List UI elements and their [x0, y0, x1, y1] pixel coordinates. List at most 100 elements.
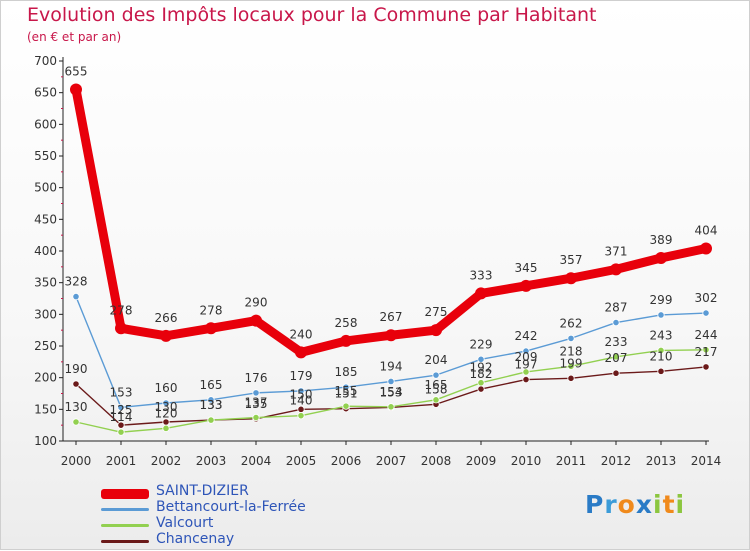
data-label: 204 [425, 353, 448, 367]
data-point [70, 83, 82, 96]
data-point [522, 347, 530, 355]
data-point [340, 334, 352, 347]
logo-letter: P [585, 490, 605, 519]
data-label: 194 [380, 359, 403, 373]
data-label: 137 [245, 396, 268, 410]
legend-swatch [101, 508, 149, 511]
data-label: 244 [695, 328, 718, 342]
y-tick-label: 250 [34, 339, 57, 353]
y-tick-label: 650 [34, 86, 57, 100]
x-tick-label: 2002 [151, 454, 182, 468]
x-tick-label: 2003 [196, 454, 227, 468]
x-tick-label: 2014 [691, 454, 722, 468]
y-tick-label: 200 [34, 371, 57, 385]
data-point [252, 389, 260, 397]
y-tick-label: 100 [34, 434, 57, 448]
x-tick-label: 2007 [376, 454, 407, 468]
legend-label: Chancenay [156, 531, 235, 547]
x-tick-label: 2001 [106, 454, 137, 468]
data-label: 158 [425, 382, 448, 396]
data-label: 160 [155, 381, 178, 395]
data-label: 155 [335, 384, 358, 398]
data-label: 165 [200, 378, 223, 392]
data-label: 262 [560, 316, 583, 330]
x-tick-label: 2009 [466, 454, 497, 468]
data-label: 290 [245, 296, 268, 310]
data-label: 210 [650, 349, 673, 363]
data-label: 655 [65, 65, 88, 79]
data-point [162, 424, 170, 432]
chart-title: Evolution des Impôts locaux pour la Comm… [27, 4, 597, 26]
data-label: 240 [290, 327, 313, 341]
data-point [522, 368, 530, 376]
data-point [700, 242, 712, 255]
data-point [160, 329, 172, 342]
logo-letter: o [617, 490, 636, 519]
data-point [612, 353, 620, 361]
data-label: 229 [470, 337, 493, 351]
data-point [475, 287, 487, 300]
data-label: 165 [425, 378, 448, 392]
data-label: 182 [470, 367, 493, 381]
data-label: 114 [110, 410, 133, 424]
data-point [432, 396, 440, 404]
data-label: 267 [380, 310, 403, 324]
data-label: 207 [605, 351, 628, 365]
data-point [252, 413, 260, 422]
x-tick-label: 2012 [601, 454, 632, 468]
data-label: 150 [290, 387, 313, 401]
logo-letter: i [653, 490, 663, 519]
data-point [117, 421, 125, 429]
data-point [115, 322, 127, 335]
data-label: 243 [650, 328, 673, 342]
data-point [477, 355, 485, 363]
data-point [387, 403, 395, 411]
data-point [657, 311, 665, 319]
data-label: 287 [605, 301, 628, 315]
data-point [207, 396, 215, 404]
data-label: 389 [650, 233, 673, 247]
data-label: 278 [110, 303, 133, 317]
y-tick-label: 500 [34, 181, 57, 195]
y-tick-label: 450 [34, 212, 57, 226]
data-point [297, 387, 305, 395]
x-tick-label: 2013 [646, 454, 677, 468]
data-point [295, 346, 307, 359]
data-label: 333 [470, 268, 493, 282]
data-point [297, 412, 305, 420]
data-label: 345 [515, 261, 538, 275]
data-point [387, 377, 395, 386]
data-point [205, 322, 217, 335]
y-tick-label: 700 [34, 54, 57, 68]
logo-letter: i [675, 490, 686, 519]
x-tick-label: 2000 [61, 454, 92, 468]
data-label: 192 [470, 361, 493, 375]
x-tick-label: 2004 [241, 454, 272, 468]
data-point [342, 383, 350, 391]
data-label: 185 [335, 365, 358, 379]
data-point [610, 263, 622, 276]
x-tick-label: 2008 [421, 454, 452, 468]
data-label: 125 [110, 403, 133, 417]
x-tick-label: 2005 [286, 454, 317, 468]
data-point [657, 367, 665, 375]
y-tick-label: 150 [34, 402, 57, 416]
data-label: 179 [290, 369, 313, 383]
data-point [342, 402, 350, 410]
data-point [72, 292, 80, 301]
x-tick-label: 2006 [331, 454, 362, 468]
data-point [655, 251, 667, 264]
logo-letter: x [635, 490, 653, 519]
legend-label: Bettancourt-la-Ferrée [156, 499, 306, 515]
data-point [477, 379, 485, 387]
data-label: 371 [605, 244, 628, 258]
data-point [432, 371, 440, 379]
y-tick-label: 350 [34, 276, 57, 290]
data-label: 199 [560, 356, 583, 370]
data-label: 197 [515, 358, 538, 372]
data-label: 233 [605, 335, 628, 349]
data-label: 278 [200, 303, 223, 317]
data-point [702, 346, 710, 354]
